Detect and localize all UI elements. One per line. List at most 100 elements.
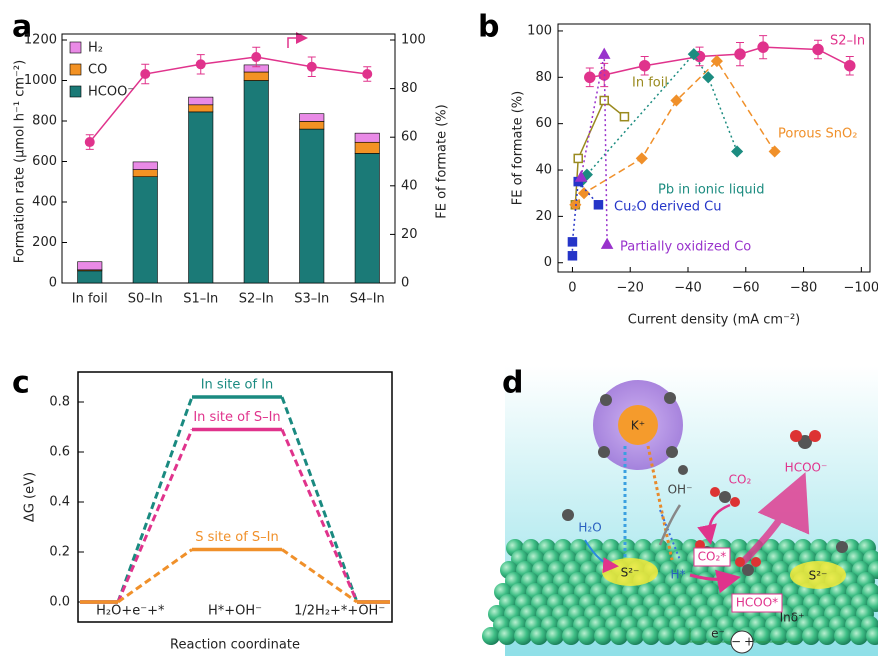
label: H₂O xyxy=(578,521,601,535)
point xyxy=(306,61,317,72)
x-tick-label: −80 xyxy=(790,281,817,296)
bar-segment xyxy=(299,113,325,122)
atom xyxy=(802,627,820,645)
point xyxy=(84,137,95,148)
atom xyxy=(578,627,596,645)
line xyxy=(589,46,851,79)
atom xyxy=(530,627,548,645)
y-axis-label: ΔG (eV) xyxy=(23,472,38,522)
arrow xyxy=(697,503,731,545)
interaction xyxy=(659,509,681,561)
legend-label: HCOO⁻ xyxy=(88,85,134,100)
legend-swatch xyxy=(69,85,82,98)
y2-tick-label: 40 xyxy=(401,178,418,193)
connector xyxy=(116,396,194,603)
point xyxy=(577,187,591,200)
label: K⁺ xyxy=(631,419,645,433)
atom xyxy=(690,627,708,645)
point xyxy=(574,170,588,182)
line xyxy=(571,179,600,256)
atom xyxy=(674,627,692,645)
bar-segment xyxy=(354,132,380,143)
point xyxy=(768,145,781,158)
label: S²⁻ xyxy=(621,566,640,580)
point xyxy=(844,59,856,72)
point xyxy=(251,52,262,63)
y-tick-label: 80 xyxy=(535,70,552,85)
legend-label: CO xyxy=(88,63,107,78)
point xyxy=(638,59,651,72)
atom xyxy=(850,627,868,645)
plot-frame xyxy=(77,371,393,623)
atom xyxy=(834,627,852,645)
point xyxy=(195,59,206,70)
y2-tick-label: 80 xyxy=(401,81,418,96)
series-label: Pb in ionic liquid xyxy=(658,183,764,198)
potassium xyxy=(618,405,658,445)
label-box xyxy=(731,593,783,613)
atom xyxy=(818,627,836,645)
series-label: S2–In xyxy=(830,34,865,49)
panel-label: b xyxy=(478,10,499,45)
y2-tick-label: 20 xyxy=(401,227,418,242)
point xyxy=(140,69,151,80)
sulfur-site xyxy=(790,561,846,589)
bar-segment xyxy=(354,141,380,154)
point xyxy=(600,237,614,249)
battery xyxy=(730,630,754,654)
y2-tick-label: 0 xyxy=(401,276,409,291)
connector xyxy=(280,396,359,603)
label: − xyxy=(731,635,741,649)
point xyxy=(731,145,744,158)
y-tick-label: 200 xyxy=(32,235,57,250)
line xyxy=(89,56,368,143)
bar-segment xyxy=(188,96,214,106)
atom xyxy=(514,627,532,645)
series-label: In site of S–In xyxy=(193,410,280,425)
y-tick-label: 400 xyxy=(32,195,57,210)
series-label: In foil xyxy=(632,76,668,91)
y-tick-label: 1200 xyxy=(24,33,57,48)
y-tick-label: 100 xyxy=(527,23,552,38)
connector xyxy=(280,428,359,603)
arrow xyxy=(584,539,619,574)
arrow xyxy=(689,569,741,594)
bar-segment xyxy=(77,270,103,284)
y-tick-label: 800 xyxy=(32,114,57,129)
series-label: Porous SnO₂ xyxy=(778,127,857,142)
y-tick-label: 0 xyxy=(49,276,57,291)
x-tick-label: S2–In xyxy=(239,292,274,307)
bar-segment xyxy=(132,169,158,177)
atom xyxy=(706,627,724,645)
x-tick-label: S1–In xyxy=(183,292,218,307)
point xyxy=(734,48,746,60)
point xyxy=(670,94,683,107)
atom xyxy=(546,627,564,645)
connector xyxy=(116,428,194,603)
point xyxy=(567,251,578,261)
label: H* xyxy=(670,568,685,582)
legend-swatch xyxy=(69,41,82,54)
point xyxy=(593,200,604,210)
atom xyxy=(562,627,580,645)
legend-label: H₂ xyxy=(88,41,103,56)
panel-label: d xyxy=(502,366,523,401)
y2-tick-label: 60 xyxy=(401,130,418,145)
atom xyxy=(658,627,676,645)
connector xyxy=(281,548,358,604)
atom xyxy=(610,627,628,645)
x-tick-label: H₂O+e⁻+* xyxy=(96,604,165,619)
bar-segment xyxy=(188,104,214,113)
y-tick-label: 0.4 xyxy=(49,495,70,510)
point xyxy=(635,152,648,165)
label: Inδ⁺ xyxy=(780,611,805,625)
label: + xyxy=(744,635,754,649)
point xyxy=(619,111,630,122)
bar-segment xyxy=(77,261,103,271)
y-tick-label: 20 xyxy=(535,209,552,224)
y-axis-label: Formation rate (μmol h⁻¹ cm⁻²) xyxy=(13,60,28,263)
x-tick-label: H*+OH⁻ xyxy=(208,604,262,619)
point xyxy=(812,43,824,56)
x-axis-label: Reaction coordinate xyxy=(170,638,300,653)
label: CO₂* xyxy=(698,550,727,564)
